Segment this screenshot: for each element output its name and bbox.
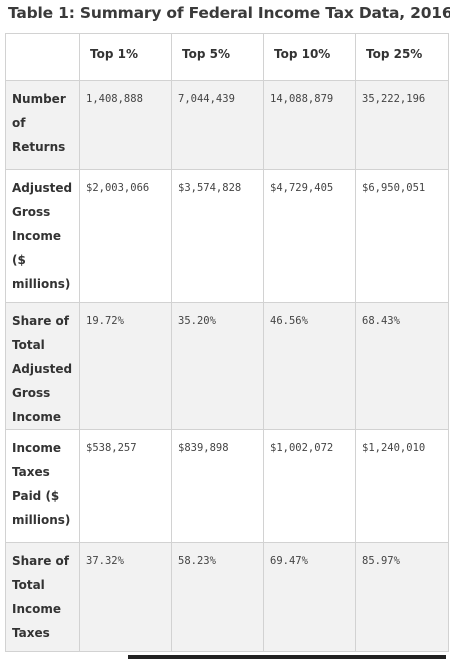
header-cell-top-10: Top 10% (263, 33, 356, 81)
row-label: Income Taxes Paid ($ millions) (5, 429, 80, 543)
table-cell: $839,898 (171, 429, 264, 543)
table-cell: 37.32% (79, 542, 172, 652)
table-cell: $2,003,066 (79, 169, 172, 303)
header-row: Top 1% Top 5% Top 10% Top 25% (5, 33, 449, 81)
header-cell-empty (5, 33, 80, 81)
table-cell: $538,257 (79, 429, 172, 543)
header-cell-top-25: Top 25% (355, 33, 449, 81)
table-cell: 7,044,439 (171, 80, 264, 170)
table-row: Number of Returns 1,408,888 7,044,439 14… (5, 80, 449, 170)
table-cell: 19.72% (79, 302, 172, 430)
table-cell: 58.23% (171, 542, 264, 652)
table-cell: 85.97% (355, 542, 449, 652)
table-title: Table 1: Summary of Federal Income Tax D… (8, 4, 450, 22)
table-row: Income Taxes Paid ($ millions) $538,257 … (5, 429, 449, 543)
table-cell: $1,240,010 (355, 429, 449, 543)
horizontal-scrollbar[interactable] (128, 655, 446, 659)
header-cell-top-1: Top 1% (79, 33, 172, 81)
table-row: Share of Total Adjusted Gross Income 19.… (5, 302, 449, 430)
table-cell: 68.43% (355, 302, 449, 430)
row-label: Adjusted Gross Income ($ millions) (5, 169, 80, 303)
row-label: Share of Total Income Taxes (5, 542, 80, 652)
row-label: Number of Returns (5, 80, 80, 170)
table-cell: $1,002,072 (263, 429, 356, 543)
header-cell-top-5: Top 5% (171, 33, 264, 81)
tax-data-table: Top 1% Top 5% Top 10% Top 25% Number of … (5, 33, 449, 652)
row-label: Share of Total Adjusted Gross Income (5, 302, 80, 430)
table-cell: $3,574,828 (171, 169, 264, 303)
table-row: Share of Total Income Taxes 37.32% 58.23… (5, 542, 449, 652)
table-cell: 35,222,196 (355, 80, 449, 170)
table-cell: 46.56% (263, 302, 356, 430)
table-cell: 14,088,879 (263, 80, 356, 170)
table-cell: 1,408,888 (79, 80, 172, 170)
table-cell: 35.20% (171, 302, 264, 430)
table-cell: 69.47% (263, 542, 356, 652)
table-cell: $6,950,051 (355, 169, 449, 303)
table-row: Adjusted Gross Income ($ millions) $2,00… (5, 169, 449, 303)
table-cell: $4,729,405 (263, 169, 356, 303)
